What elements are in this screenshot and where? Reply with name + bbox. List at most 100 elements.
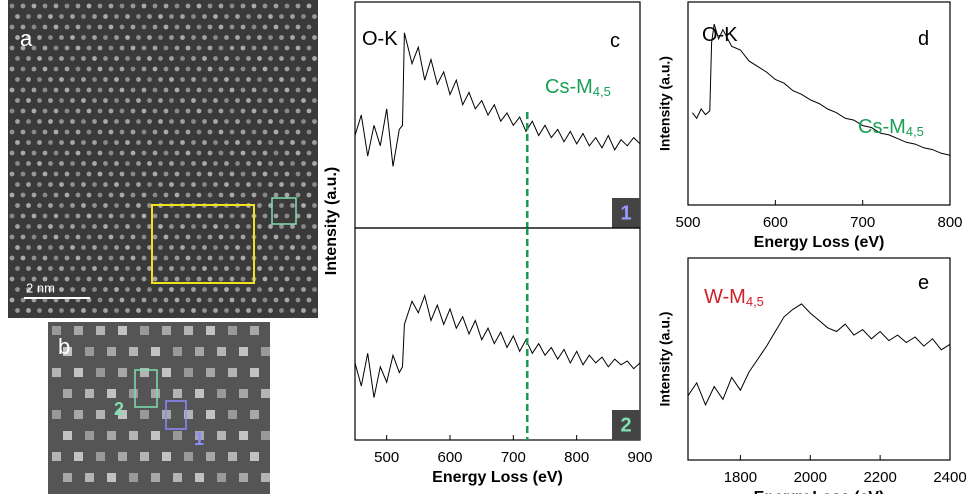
lattice-dot — [290, 119, 295, 124]
lattice-dot — [301, 224, 306, 229]
lattice-dot — [174, 66, 180, 72]
lattice-dot — [250, 452, 259, 461]
lattice-dot — [15, 77, 20, 82]
lattice-dot — [207, 66, 213, 72]
lattice-dot — [48, 140, 53, 145]
lattice-dot — [15, 35, 20, 40]
lattice-dot — [147, 98, 152, 103]
lattice-dot — [152, 3, 158, 9]
lattice-dot — [59, 287, 64, 292]
lattice-dot — [273, 3, 279, 9]
spectrum — [687, 303, 951, 407]
lattice-dot — [52, 326, 61, 335]
lattice-dot — [306, 255, 312, 261]
lattice-dot — [136, 203, 141, 208]
lattice-dot — [147, 308, 152, 313]
lattice-dot — [119, 213, 125, 219]
lattice-dot — [53, 213, 59, 219]
lattice-dot — [108, 108, 114, 114]
lattice-dot — [59, 56, 64, 61]
lattice-dot — [136, 140, 141, 145]
lattice-dot — [306, 234, 312, 240]
lattice-dot — [31, 255, 37, 261]
lattice-dot — [85, 431, 94, 440]
lattice-dot — [42, 3, 48, 9]
lattice-dot — [59, 266, 64, 271]
lattice-dot — [295, 66, 301, 72]
lattice-dot — [185, 171, 191, 177]
lattice-dot — [162, 326, 171, 335]
lattice-dot — [306, 213, 312, 219]
lattice-dot — [213, 224, 218, 229]
lattice-dot — [290, 14, 295, 19]
lattice-dot — [151, 347, 160, 356]
lattice-dot — [81, 245, 86, 250]
lattice-dot — [42, 24, 48, 30]
lattice-dot — [26, 266, 31, 271]
lattice-dot — [224, 245, 229, 250]
lattice-dot — [257, 224, 262, 229]
lattice-dot — [229, 192, 235, 198]
lattice-dot — [130, 192, 136, 198]
lattice-dot — [169, 161, 174, 166]
lattice-dot — [141, 3, 147, 9]
lattice-dot — [246, 287, 251, 292]
x-tick-label: 600 — [437, 449, 462, 466]
lattice-dot — [114, 245, 119, 250]
lattice-dot — [213, 56, 218, 61]
lattice-dot — [125, 35, 130, 40]
lattice-dot — [185, 192, 191, 198]
lattice-dot — [85, 473, 94, 482]
lattice-dot — [213, 119, 218, 124]
lattice-dot — [196, 171, 202, 177]
lattice-dot — [64, 129, 70, 135]
lattice-dot — [37, 245, 42, 250]
lattice-dot — [59, 161, 64, 166]
lattice-dot — [103, 224, 108, 229]
lattice-dot — [202, 98, 207, 103]
lattice-dot — [130, 171, 136, 177]
lattice-dot — [251, 297, 257, 303]
lattice-dot — [290, 77, 295, 82]
lattice-dot — [96, 326, 105, 335]
lattice-dot — [119, 150, 125, 156]
lattice-dot — [224, 266, 229, 271]
lattice-dot — [290, 56, 295, 61]
lattice-dot — [229, 3, 235, 9]
lattice-dot — [37, 203, 42, 208]
lattice-dot — [92, 308, 97, 313]
lattice-dot — [147, 56, 152, 61]
lattice-dot — [180, 14, 185, 19]
lattice-dot — [301, 182, 306, 187]
plot-frame — [687, 1, 951, 206]
lattice — [9, 3, 317, 313]
lattice-dot — [240, 255, 246, 261]
lattice-dot — [180, 119, 185, 124]
lattice-dot — [158, 140, 163, 145]
lattice-dot — [9, 171, 15, 177]
lattice-dot — [246, 140, 251, 145]
x-tick-label: 1800 — [724, 469, 757, 486]
lattice-dot — [295, 255, 301, 261]
lattice-dot — [26, 245, 31, 250]
lattice-dot — [180, 224, 185, 229]
lattice-dot — [191, 224, 196, 229]
lattice-dot — [218, 150, 224, 156]
lattice-dot — [196, 213, 202, 219]
lattice-dot — [108, 45, 114, 51]
lattice-dot — [240, 87, 246, 93]
lattice-dot — [129, 473, 138, 482]
lattice-dot — [163, 3, 169, 9]
lattice-dot — [213, 161, 218, 166]
lattice-dot — [240, 24, 246, 30]
annotation-subscript: 4,5 — [593, 84, 611, 99]
lattice-dot — [9, 45, 15, 51]
lattice-dot — [37, 98, 42, 103]
lattice-dot — [152, 255, 158, 261]
lattice-dot — [191, 182, 196, 187]
lattice-dot — [218, 255, 224, 261]
lattice-dot — [240, 108, 246, 114]
lattice-dot — [279, 14, 284, 19]
lattice-dot — [295, 276, 301, 282]
lattice-dot — [174, 276, 180, 282]
